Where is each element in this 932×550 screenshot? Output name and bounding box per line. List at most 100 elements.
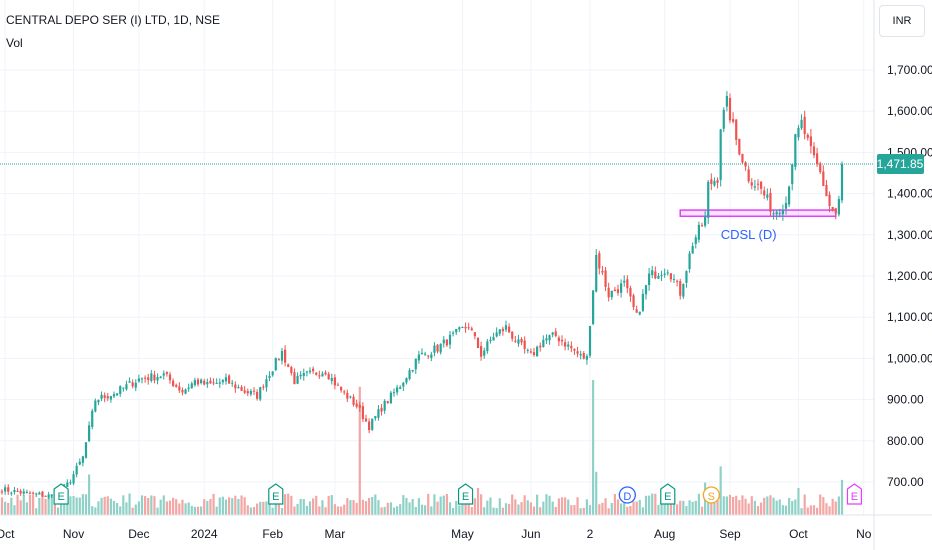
volume-bar <box>352 500 355 515</box>
candle-body <box>707 181 710 218</box>
volume-bar <box>448 502 452 515</box>
volume-bar <box>806 507 809 515</box>
volume-bar <box>616 499 620 515</box>
candle-body <box>651 270 654 276</box>
volume-bar <box>32 495 35 515</box>
volume-bar <box>651 493 654 515</box>
volume-bar <box>414 506 417 515</box>
candle-body <box>713 180 716 186</box>
time-tick-label: Feb <box>262 527 283 541</box>
volume-bar <box>775 500 778 515</box>
candle-body <box>147 377 150 381</box>
candle-body <box>97 399 100 403</box>
volume-bar <box>822 497 825 515</box>
candle-body <box>277 359 280 361</box>
volume-bar <box>256 503 259 515</box>
currency-button[interactable]: INR <box>879 5 925 37</box>
candle-body <box>72 474 75 484</box>
volume-bar <box>545 494 548 515</box>
event-marker-earnings: E <box>53 483 69 505</box>
volume-bar <box>368 497 371 515</box>
volume-bar <box>744 498 747 515</box>
volume-bar <box>685 506 688 515</box>
volume-bar <box>511 494 514 515</box>
candle-body <box>725 95 728 107</box>
candle-body <box>374 416 377 419</box>
candle-body <box>455 328 458 333</box>
candle-body <box>122 387 125 389</box>
volume-bar <box>47 497 50 515</box>
candle-body <box>694 237 697 244</box>
volume-bar <box>567 499 570 515</box>
candle-body <box>588 326 592 356</box>
candle-body <box>128 381 131 383</box>
volume-bar <box>321 500 324 515</box>
candle-body <box>585 356 588 360</box>
candle-body <box>592 290 595 324</box>
candle-body <box>573 348 576 351</box>
support-zone <box>679 209 837 218</box>
volume-bar <box>203 499 206 515</box>
volume-bar <box>209 498 212 515</box>
volume-bar <box>16 494 19 515</box>
volume-bar <box>25 502 28 515</box>
candle-body <box>330 377 333 382</box>
volume-bar <box>122 495 125 515</box>
volume-indicator-label[interactable]: Vol <box>6 36 23 50</box>
volume-bar <box>184 503 187 515</box>
candle-body <box>791 164 794 185</box>
candle-body <box>620 283 623 293</box>
candle-body <box>69 482 72 484</box>
time-tick-label: Oct <box>0 527 15 541</box>
volume-bar <box>38 497 41 515</box>
candle-body <box>94 400 97 412</box>
volume-bar <box>78 497 81 515</box>
volume-bar <box>178 503 181 515</box>
candle-body <box>206 382 209 385</box>
candle-body <box>380 407 383 412</box>
candle-body <box>747 169 750 182</box>
candle-body <box>414 358 417 370</box>
volume-bar <box>153 496 156 515</box>
volume-bar <box>498 498 501 515</box>
volume-bar <box>249 507 252 515</box>
candle-body <box>800 119 803 129</box>
volume-bar <box>657 504 660 515</box>
candle-body <box>28 492 32 494</box>
candle-body <box>144 377 147 379</box>
candle-body <box>299 374 302 377</box>
candle-body <box>237 387 240 389</box>
volume-bar <box>560 497 564 515</box>
volume-bar <box>10 497 13 515</box>
candle-body <box>436 344 439 352</box>
volume-bar <box>240 495 243 515</box>
candle-body <box>741 153 744 163</box>
price-tick-label: 1,200.00 <box>887 269 932 283</box>
event-marker-label: E <box>272 491 279 503</box>
candle-body <box>228 375 231 384</box>
event-marker-shape <box>846 483 863 505</box>
candle-body <box>778 213 781 215</box>
volume-bar <box>315 495 318 515</box>
volume-bar <box>175 499 178 515</box>
candle-body <box>545 338 548 341</box>
candle-body <box>343 391 346 393</box>
volume-bar <box>128 493 131 515</box>
volume-bar <box>626 506 629 515</box>
volume-bar <box>427 493 430 515</box>
volume-bar <box>430 506 433 515</box>
volume-bar <box>486 500 489 515</box>
event-marker-earnings: E <box>268 483 284 505</box>
volume-bar <box>41 494 44 515</box>
candle-body <box>78 461 81 465</box>
volume-bar <box>56 507 60 515</box>
volume-bar <box>312 498 315 515</box>
volume-bar <box>788 497 791 515</box>
volume-bar <box>551 501 554 515</box>
candle-body <box>25 491 28 493</box>
candle-body <box>511 331 514 339</box>
candle-body <box>16 490 19 492</box>
candle-body <box>215 382 218 384</box>
candle-body <box>243 390 246 393</box>
